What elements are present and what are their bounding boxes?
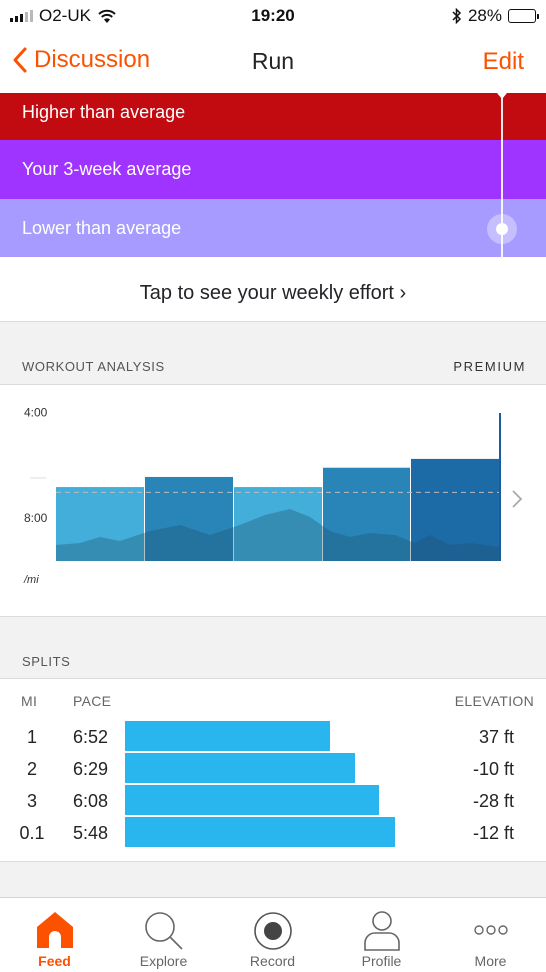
band-lower: Lower than average (0, 199, 546, 257)
split-elevation: -12 ft (472, 823, 514, 843)
search-icon (144, 912, 183, 950)
split-row: 3 6:08 -28 ft (0, 785, 546, 817)
elevation-profile (56, 509, 499, 561)
y-tick-label: 8:00 (24, 511, 48, 525)
relative-effort-gauge[interactable]: Higher than average Your 3-week average … (0, 93, 546, 257)
band-average: Your 3-week average (0, 140, 546, 199)
chevron-right-icon (512, 490, 523, 508)
split-mi: 0.1 (19, 823, 45, 843)
tab-label: Feed (38, 953, 71, 969)
split-elevation: 37 ft (478, 727, 514, 747)
split-pace-bar (125, 753, 355, 783)
tab-label: More (474, 953, 507, 969)
more-icon (473, 925, 508, 935)
effort-marker-triangle (497, 93, 507, 99)
nav-bar: Discussion Run Edit (0, 38, 546, 86)
section-divider: WORKOUT ANALYSIS PREMIUM (0, 321, 546, 385)
page-title: Run (251, 48, 295, 74)
back-label: Discussion (34, 46, 151, 73)
tab-explore[interactable]: Explore (109, 898, 218, 972)
bluetooth-icon (452, 8, 462, 24)
signal-icon (10, 10, 33, 22)
split-pace-bar (125, 721, 330, 751)
battery-icon (508, 9, 539, 23)
tab-label: Record (249, 953, 296, 969)
tab-record[interactable]: Record (218, 898, 327, 972)
status-bar: O2-UK 19:20 28% (0, 0, 546, 32)
section-divider: SPLITS (0, 616, 546, 679)
splits-title: SPLITS (22, 654, 71, 669)
split-mi: 3 (26, 791, 37, 811)
split-pace-bar (125, 785, 379, 815)
split-elevation: -10 ft (472, 759, 514, 779)
split-elevation: -28 ft (472, 791, 514, 811)
split-mi: 2 (26, 759, 37, 779)
effort-marker-line (501, 93, 503, 257)
pace-bar (145, 476, 233, 561)
battery-percent: 28% (467, 6, 502, 25)
edit-button[interactable]: Edit (482, 48, 524, 75)
premium-badge: PREMIUM (453, 359, 526, 374)
split-pace: 6:29 (73, 759, 109, 779)
split-mi: 1 (26, 727, 37, 747)
carrier-label: O2-UK (39, 6, 91, 25)
pace-chart-svg: 4:00 8:00/mi (23, 405, 523, 586)
pace-bar (234, 487, 322, 561)
chevron-left-icon (13, 47, 27, 73)
weekly-effort-link[interactable]: Tap to see your weekly effort › (139, 282, 407, 304)
tab-profile[interactable]: Profile (327, 898, 436, 972)
wifi-icon (98, 9, 116, 23)
y-unit-label: /mi (23, 574, 39, 586)
splits-table: MI PACE ELEVATION 1 6:52 37 ft 2 6:29 -1… (0, 679, 546, 861)
col-header-elevation: ELEVATION (454, 693, 534, 709)
col-header-pace: PACE (73, 693, 112, 709)
clock: 19:20 (251, 6, 295, 25)
pace-bar (56, 487, 144, 561)
pace-bar (323, 467, 410, 561)
back-button[interactable]: Discussion (12, 46, 150, 74)
col-header-mi: MI (21, 693, 38, 709)
effort-marker-dot (487, 214, 517, 244)
profile-icon (363, 911, 400, 951)
tab-label: Explore (139, 953, 188, 969)
tab-more[interactable]: More (436, 898, 545, 972)
home-icon (36, 912, 73, 948)
split-pace-bar (125, 817, 395, 847)
workout-analysis-chart[interactable]: 4:00 8:00/mi (0, 385, 546, 616)
split-pace: 6:52 (73, 727, 109, 747)
record-icon (253, 912, 292, 950)
section-divider (0, 861, 546, 897)
split-pace: 5:48 (73, 823, 109, 843)
split-row: 1 6:52 37 ft (0, 721, 546, 753)
split-row: 0.1 5:48 -12 ft (0, 817, 546, 849)
tab-feed[interactable]: Feed (0, 898, 109, 972)
workout-analysis-title: WORKOUT ANALYSIS (22, 359, 165, 374)
y-tick-label: 4:00 (24, 405, 48, 419)
tab-label: Profile (361, 953, 402, 969)
split-pace: 6:08 (73, 791, 109, 811)
pace-bar (411, 458, 499, 561)
band-higher: Higher than average (0, 93, 546, 140)
tab-bar: Feed Explore Record Profile (0, 897, 546, 972)
split-row: 2 6:29 -10 ft (0, 753, 546, 785)
